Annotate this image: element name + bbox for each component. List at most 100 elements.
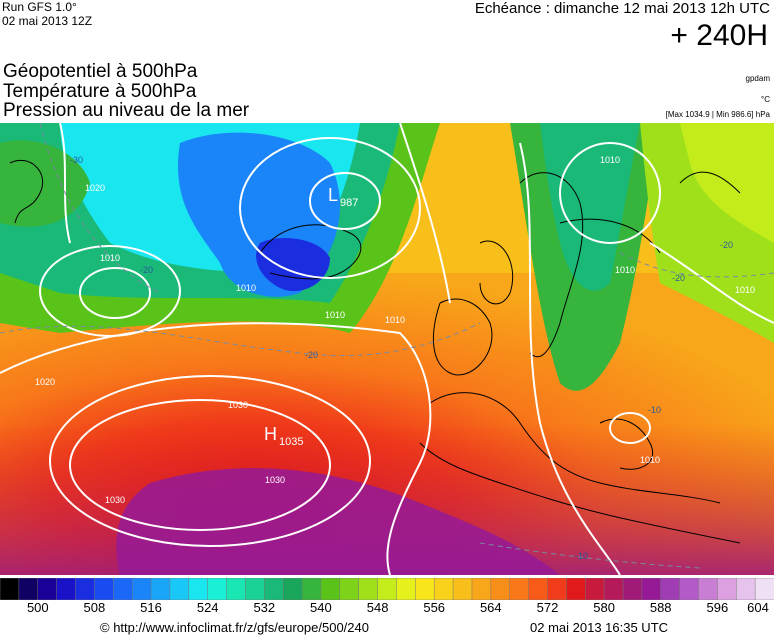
isotherm-label: -10	[575, 551, 588, 561]
variable-temperature: Température à 500hPa	[3, 81, 197, 102]
isobar-label: 1010	[735, 285, 755, 295]
scale-tick-label: 572	[536, 600, 559, 615]
isobar-label: 1010	[325, 310, 345, 320]
color-swatch	[471, 578, 492, 600]
color-swatch	[131, 578, 152, 600]
generation-timestamp: 02 mai 2013 16:35 UTC	[530, 620, 669, 635]
color-swatch	[37, 578, 58, 600]
isobar-label: 1010	[600, 155, 620, 165]
color-swatch	[339, 578, 360, 600]
color-swatch	[490, 578, 511, 600]
lead-time: + 240H	[670, 19, 768, 52]
color-swatch	[415, 578, 435, 600]
scale-tick-label: 604	[747, 600, 769, 615]
scale-tick-label: 580	[593, 600, 615, 615]
isotherm-label: -20	[672, 273, 685, 283]
color-swatch	[320, 578, 341, 600]
temperature-field	[0, 123, 774, 575]
scale-tick-label: 596	[706, 600, 729, 615]
color-swatch	[75, 578, 96, 600]
scale-tick-label: 524	[196, 600, 219, 615]
color-swatch	[94, 578, 115, 600]
color-swatch	[396, 578, 417, 600]
color-swatch	[113, 578, 133, 600]
color-swatch	[547, 578, 568, 600]
temperature-unit: °C	[761, 95, 770, 104]
color-swatch	[358, 578, 379, 600]
color-swatch	[566, 578, 586, 600]
color-swatch	[509, 578, 530, 600]
isotherm-label: -10	[648, 405, 661, 415]
color-swatch	[377, 578, 398, 600]
color-swatch	[169, 578, 190, 600]
isotherm-label: -20	[140, 265, 153, 275]
low-pressure-marker: L	[328, 185, 338, 205]
scale-tick-label: 588	[649, 600, 672, 615]
pressure-range: [Max 1034.9 | Min 986.6] hPa	[665, 110, 770, 119]
isobar-label: 1010	[615, 265, 635, 275]
isobars	[0, 123, 774, 575]
color-swatch	[603, 578, 624, 600]
color-swatch	[433, 578, 454, 600]
color-swatch	[698, 578, 719, 600]
credit-text: © http://www.infoclimat.fr/z/gfs/europe/…	[100, 620, 369, 635]
isobar-label: 1030	[228, 400, 248, 410]
color-swatch	[18, 578, 39, 600]
scale-tick-label: 548	[366, 600, 389, 615]
scale-tick-label: 508	[83, 600, 106, 615]
isobar-label: 1030	[265, 475, 285, 485]
color-swatch	[207, 578, 228, 600]
color-swatch	[264, 578, 284, 600]
run-date: 02 mai 2013 12Z	[2, 14, 93, 28]
scale-tick-label: 516	[140, 600, 162, 615]
color-swatch	[584, 578, 605, 600]
color-swatch	[452, 578, 473, 600]
color-scale-bar	[0, 578, 774, 600]
color-swatch	[150, 578, 171, 600]
color-swatch	[622, 578, 643, 600]
coastlines	[9, 159, 741, 544]
scale-tick-label: 532	[253, 600, 276, 615]
color-swatch	[735, 578, 756, 600]
color-swatch	[226, 578, 247, 600]
forecast-valid-time: Echéance : dimanche 12 mai 2013 12h UTC	[474, 0, 770, 17]
color-swatch	[301, 578, 322, 600]
isobar-label: 1010	[100, 253, 120, 263]
isobar-label: 1010	[385, 315, 405, 325]
isotherm-value-labels: -30 -20 -20 -20 -20 -10 -10	[70, 155, 733, 561]
color-swatch	[245, 578, 266, 600]
scale-tick-label: 556	[423, 600, 446, 615]
isobar-label: 1020	[35, 377, 55, 387]
pressure-center-labels: H 1035 L 987	[264, 185, 358, 448]
isotherm-label: -20	[720, 240, 733, 250]
color-swatch	[717, 578, 737, 600]
scale-tick-label: 564	[479, 600, 502, 615]
high-pressure-value: 1035	[279, 436, 303, 448]
run-label: Run GFS 1.0°	[2, 0, 77, 14]
color-swatch	[660, 578, 681, 600]
forecast-map: H 1035 L 987 1020 1010 1010 1010 1010 10…	[0, 123, 774, 575]
isobar-label: 1030	[105, 495, 125, 505]
color-swatch	[754, 578, 774, 600]
color-swatch	[282, 578, 303, 600]
color-swatch	[641, 578, 662, 600]
color-scale-labels: 500 508 516 524 532 540 548 556 564 572 580 588 596 6…	[0, 600, 774, 618]
variable-geopotential: Géopotentiel à 500hPa	[3, 61, 198, 82]
scale-tick-label: 500	[26, 600, 49, 615]
geopotential-unit: gpdam	[745, 74, 770, 83]
isobar-value-labels: 1020 1010 1010 1010 1010 1030 1030 1030 …	[35, 155, 755, 505]
variable-pressure: Pression au niveau de la mer	[3, 100, 250, 121]
scale-tick-label: 540	[310, 600, 332, 615]
color-swatch	[528, 578, 549, 600]
color-swatch	[0, 578, 20, 600]
isobar-label: 1010	[236, 283, 256, 293]
temperature-isotherms	[0, 123, 774, 569]
isobar-label: 1010	[640, 455, 660, 465]
color-swatch	[56, 578, 77, 600]
isobar-label: 1020	[85, 183, 105, 193]
low-pressure-value: 987	[340, 197, 358, 209]
color-swatch	[679, 578, 700, 600]
isotherm-label: -30	[70, 155, 83, 165]
color-swatch	[188, 578, 209, 600]
high-pressure-marker: H	[264, 424, 277, 444]
